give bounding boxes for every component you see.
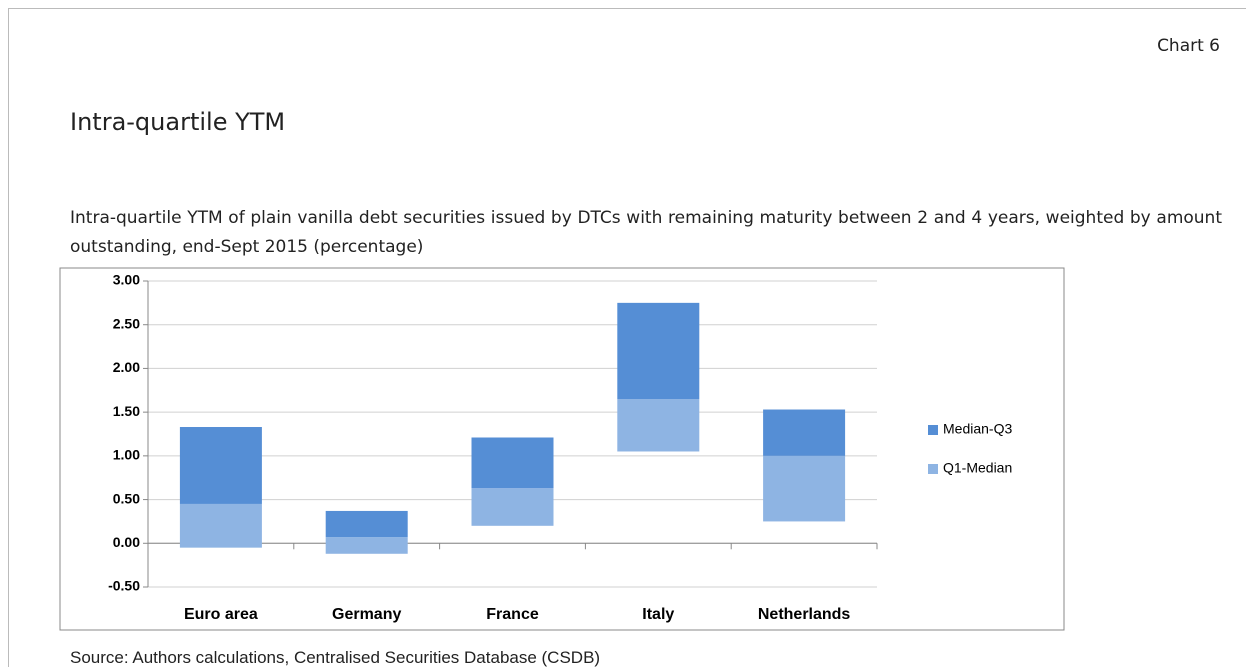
title: Intra-quartile YTM: [70, 108, 286, 136]
legend-label: Median-Q3: [943, 421, 1012, 437]
y-tick-label: -0.50: [108, 578, 140, 594]
bar-median-q3: [763, 409, 846, 456]
x-tick-label: Italy: [642, 606, 674, 623]
legend-swatch: [928, 464, 938, 474]
bar-median-q3: [325, 510, 408, 538]
x-tick-label: Germany: [332, 606, 401, 623]
y-tick-label: 1.50: [113, 403, 140, 419]
bar-q1-median: [617, 399, 700, 452]
x-tick-label: France: [486, 606, 539, 623]
y-tick-label: 3.00: [113, 272, 140, 288]
y-tick-label: 2.50: [113, 315, 140, 331]
legend-label: Q1-Median: [943, 460, 1012, 476]
y-tick-label: 0.50: [113, 490, 140, 506]
bar-q1-median: [471, 488, 554, 526]
frame: [8, 8, 1246, 667]
chart-number: Chart 6: [1157, 36, 1220, 56]
x-tick-label: Netherlands: [758, 606, 851, 623]
y-tick-label: 1.00: [113, 447, 140, 463]
x-tick-label: Euro area: [184, 606, 258, 623]
bar-median-q3: [179, 427, 262, 504]
bar-median-q3: [471, 437, 554, 489]
bar-median-q3: [617, 302, 700, 400]
legend-swatch: [928, 425, 938, 435]
bar-q1-median: [179, 503, 262, 548]
source: Source: Authors calculations, Centralise…: [70, 648, 601, 667]
subtitle: Intra-quartile YTM of plain vanilla debt…: [70, 208, 1222, 257]
bar-q1-median: [325, 537, 408, 554]
y-tick-label: 2.00: [113, 359, 140, 375]
bar-q1-median: [763, 455, 846, 522]
y-tick-label: 0.00: [113, 534, 140, 550]
